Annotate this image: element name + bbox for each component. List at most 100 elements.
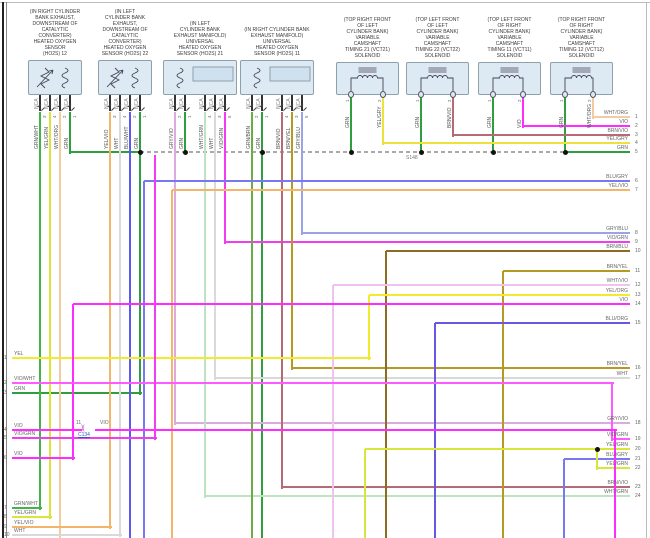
wire-wht_grn: [205, 495, 630, 497]
right-row-number: 11: [635, 268, 641, 274]
nca-label: NCA: [295, 98, 302, 109]
component-symbol-vct11-solenoid: [492, 67, 524, 91]
page-border-right: [646, 2, 647, 538]
wire-blu_wht: [129, 112, 131, 538]
wire-grn: [70, 151, 142, 153]
left-row-label: VIO/WHT: [14, 376, 36, 382]
right-row-label: WHT/GRN: [604, 489, 628, 495]
wire-yel_grn: [365, 448, 630, 450]
component-box-vct22-solenoid: [406, 62, 469, 95]
page-border-top: [0, 2, 650, 3]
left-row-label: GRN: [14, 386, 26, 392]
left-row-number: 2: [4, 380, 7, 386]
component-header-vct21-solenoid: (TOP RIGHT FRONT OF LEFT CYLINDER BANK) …: [343, 17, 392, 59]
wire-yel: [368, 295, 370, 360]
right-row-number: 2: [635, 123, 638, 129]
pin-number: 1: [487, 99, 492, 102]
wire-gry_vio: [175, 422, 630, 424]
wire-color-label: GRY/VIO: [168, 128, 175, 149]
wire-vio: [523, 125, 630, 127]
pin-stub: [301, 95, 303, 111]
component-header-vct22-solenoid: (TOP LEFT FRONT OF LEFT CYLINDER BANK) V…: [415, 17, 460, 59]
connector-link-c134[interactable]: C134: [78, 432, 90, 438]
pin-stub: [49, 95, 51, 111]
wire-wht_org: [59, 112, 61, 538]
wire-vio: [522, 95, 524, 128]
nca-label: NCA: [218, 98, 225, 109]
wire-grn: [420, 95, 422, 154]
wire-yel_gry: [382, 95, 384, 145]
solenoid-terminal: [520, 91, 526, 98]
wire-grn: [184, 112, 186, 154]
pin-number: 2: [447, 99, 452, 102]
pin-stub: [281, 95, 283, 111]
wire-color-label: GRN: [558, 116, 565, 128]
pin-number: 4: [52, 115, 57, 118]
pin-number: 2: [254, 115, 259, 118]
pin-number: 1: [142, 115, 147, 118]
wire-color-label: GRN: [255, 137, 262, 149]
pin-number: 1: [559, 99, 564, 102]
wire-color-label: WHT: [208, 137, 215, 149]
right-row-number: 3: [635, 132, 638, 138]
wire-vio: [12, 429, 82, 431]
wire-yel_vio: [172, 189, 630, 191]
pin-stub: [59, 95, 61, 111]
left-row-label: VIO: [14, 451, 23, 457]
left-row-number: 4: [4, 427, 7, 433]
left-row-number: 1: [4, 355, 7, 361]
right-row-label: WHT: [616, 371, 628, 377]
wire-color-label: WHT: [113, 137, 120, 149]
right-row-label: GRY/BLU: [606, 226, 628, 232]
nca-label: NCA: [103, 98, 110, 109]
right-row-number: 21: [635, 456, 641, 462]
wire-color-label: BLU/WHT: [123, 126, 130, 150]
wire-wht_vio: [332, 285, 334, 538]
pin-stub: [69, 95, 71, 111]
wire-vio: [614, 430, 616, 538]
solenoid-terminal: [490, 91, 496, 98]
nca-label: NCA: [245, 98, 252, 109]
pin-number: 2: [132, 115, 137, 118]
right-row-label: YEL/ORG: [605, 288, 628, 294]
pin-stub: [214, 95, 216, 111]
left-row-number: 8: [4, 514, 7, 520]
component-header-ho2s-11: (IN RIGHT CYLINDER BANK EXHAUST MANIFOLD…: [244, 27, 310, 57]
component-box-vct21-solenoid: [336, 62, 399, 95]
pin-number: 1: [72, 115, 77, 118]
pin-number: 3: [217, 115, 222, 118]
pin-stub: [204, 95, 206, 111]
component-symbol-vct12-solenoid: [564, 67, 594, 91]
left-row-label: VIO/GRN: [14, 431, 36, 437]
component-header-vct12-solenoid: (TOP RIGHT FRONT OF RIGHT CYLINDER BANK)…: [557, 17, 606, 59]
wire-brn_yel: [292, 367, 630, 369]
pin-stub: [109, 95, 111, 111]
pin-stub: [184, 95, 186, 111]
component-symbol-vct22-solenoid: [420, 67, 454, 91]
wire-blu_org: [435, 322, 630, 324]
wire-yel_grn: [597, 467, 630, 469]
nca-label: NCA: [285, 98, 292, 109]
component-box-ho2s-12: [28, 60, 82, 95]
right-row-label: VIO/GRN: [606, 432, 628, 438]
pin-number: 1: [345, 99, 350, 102]
wire-grn_wht: [39, 112, 41, 510]
wire-brn_blu: [386, 250, 630, 252]
wire-gry_vio: [174, 112, 176, 425]
wire-brn_yel: [503, 270, 630, 272]
wire-grn_wht: [12, 507, 42, 509]
wire-color-label: YEL/GRN: [43, 127, 50, 149]
wire-yel_vio: [171, 190, 173, 538]
nca-label: NCA: [133, 98, 140, 109]
wire-brn_vio: [452, 95, 454, 137]
right-row-number: 10: [635, 248, 641, 254]
wire-vio_grn: [225, 241, 630, 243]
right-row-number: 24: [635, 493, 641, 499]
left-row-label: YEL/GRN: [14, 510, 36, 516]
component-box-vct11-solenoid: [478, 62, 541, 95]
pin-stub: [224, 95, 226, 111]
right-row-label: GRN: [616, 145, 628, 151]
component-symbol-ho2s-11: [253, 66, 311, 89]
right-row-label: YEL/VIO: [608, 183, 628, 189]
